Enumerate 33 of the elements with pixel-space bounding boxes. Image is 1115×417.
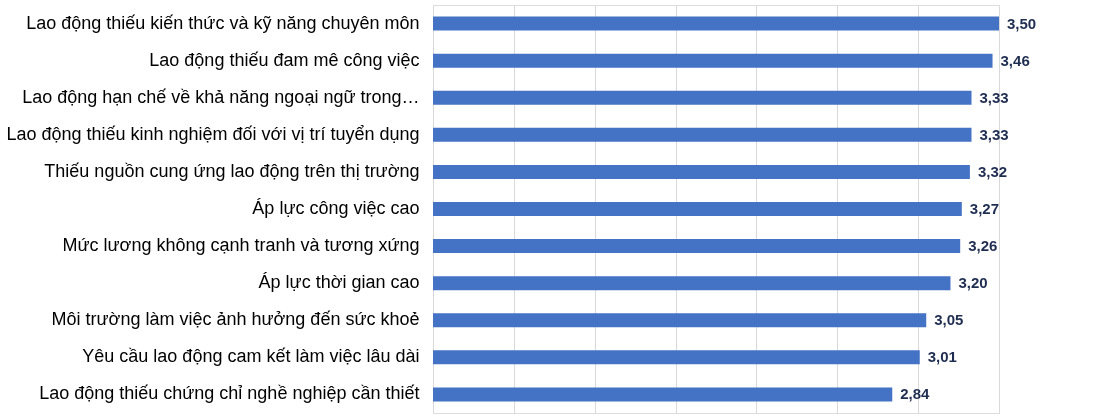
bar [433, 53, 993, 68]
bar [433, 16, 999, 31]
bar [433, 164, 970, 179]
bar [433, 90, 972, 105]
bar [433, 276, 951, 291]
bar [433, 350, 920, 365]
bar [433, 202, 962, 216]
data-label: 3,50 [1007, 14, 1037, 32]
y-tick-label: Lao động thiếu chứng chỉ nghề nghiệp cần thiết [39, 383, 420, 404]
y-tick-label: Lao động thiếu đam mê công việc [149, 49, 420, 70]
y-tick-label: Áp lực công việc cao [252, 198, 420, 218]
data-label: 3,46 [1000, 51, 1030, 69]
data-label: 3,20 [958, 274, 988, 292]
data-label: 2,84 [900, 385, 931, 403]
y-tick-label: Lao động thiếu kinh nghiệm đối với vị trí tuyển dụng [6, 123, 420, 144]
data-label: 3,26 [968, 237, 998, 255]
y-tick-label: Mức lương không cạnh tranh và tương xứng [62, 235, 420, 256]
data-label: 3,33 [979, 125, 1009, 143]
data-label: 3,01 [927, 348, 957, 366]
data-label: 3,32 [977, 162, 1008, 180]
y-tick-label: Môi trường làm việc ảnh hưởng đến sức khoẻ [51, 309, 420, 330]
y-tick-label: Áp lực thời gian cao [258, 272, 420, 293]
data-label: 3,33 [979, 88, 1009, 106]
bar [433, 387, 893, 402]
data-label: 3,27 [969, 200, 1000, 217]
y-tick-label: Yêu cầu lao động cam kết làm việc lâu dài [82, 346, 420, 367]
y-tick-label: Thiếu nguồn cung ứng lao động trên thị trường [44, 160, 420, 181]
bar [433, 239, 961, 254]
data-label: 3,05 [934, 311, 964, 329]
y-tick-label: Lao động hạn chế về khả năng ngoại ngữ trong… [22, 86, 420, 107]
bar [433, 313, 927, 328]
y-tick-label: Lao động thiếu kiến thức và kỹ năng chuyên môn [26, 12, 420, 33]
bar [433, 127, 972, 142]
